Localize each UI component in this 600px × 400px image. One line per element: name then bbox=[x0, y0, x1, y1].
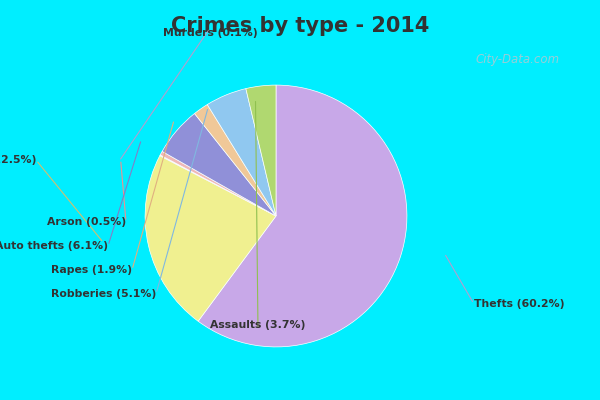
Wedge shape bbox=[198, 85, 407, 347]
Wedge shape bbox=[145, 156, 276, 321]
Text: Auto thefts (6.1%): Auto thefts (6.1%) bbox=[0, 241, 108, 251]
Text: Rapes (1.9%): Rapes (1.9%) bbox=[51, 265, 132, 275]
Text: Arson (0.5%): Arson (0.5%) bbox=[47, 217, 126, 227]
Wedge shape bbox=[160, 155, 276, 216]
Wedge shape bbox=[194, 104, 276, 216]
Text: Burglaries (22.5%): Burglaries (22.5%) bbox=[0, 155, 36, 165]
Text: Crimes by type - 2014: Crimes by type - 2014 bbox=[171, 16, 429, 36]
Text: Robberies (5.1%): Robberies (5.1%) bbox=[51, 289, 156, 299]
Wedge shape bbox=[162, 114, 276, 216]
Text: Assaults (3.7%): Assaults (3.7%) bbox=[211, 320, 305, 330]
Text: Murders (0.1%): Murders (0.1%) bbox=[163, 28, 257, 38]
Wedge shape bbox=[160, 151, 276, 216]
Wedge shape bbox=[208, 89, 276, 216]
Text: Thefts (60.2%): Thefts (60.2%) bbox=[474, 299, 565, 309]
Text: City-Data.com: City-Data.com bbox=[475, 53, 559, 66]
Wedge shape bbox=[246, 85, 276, 216]
